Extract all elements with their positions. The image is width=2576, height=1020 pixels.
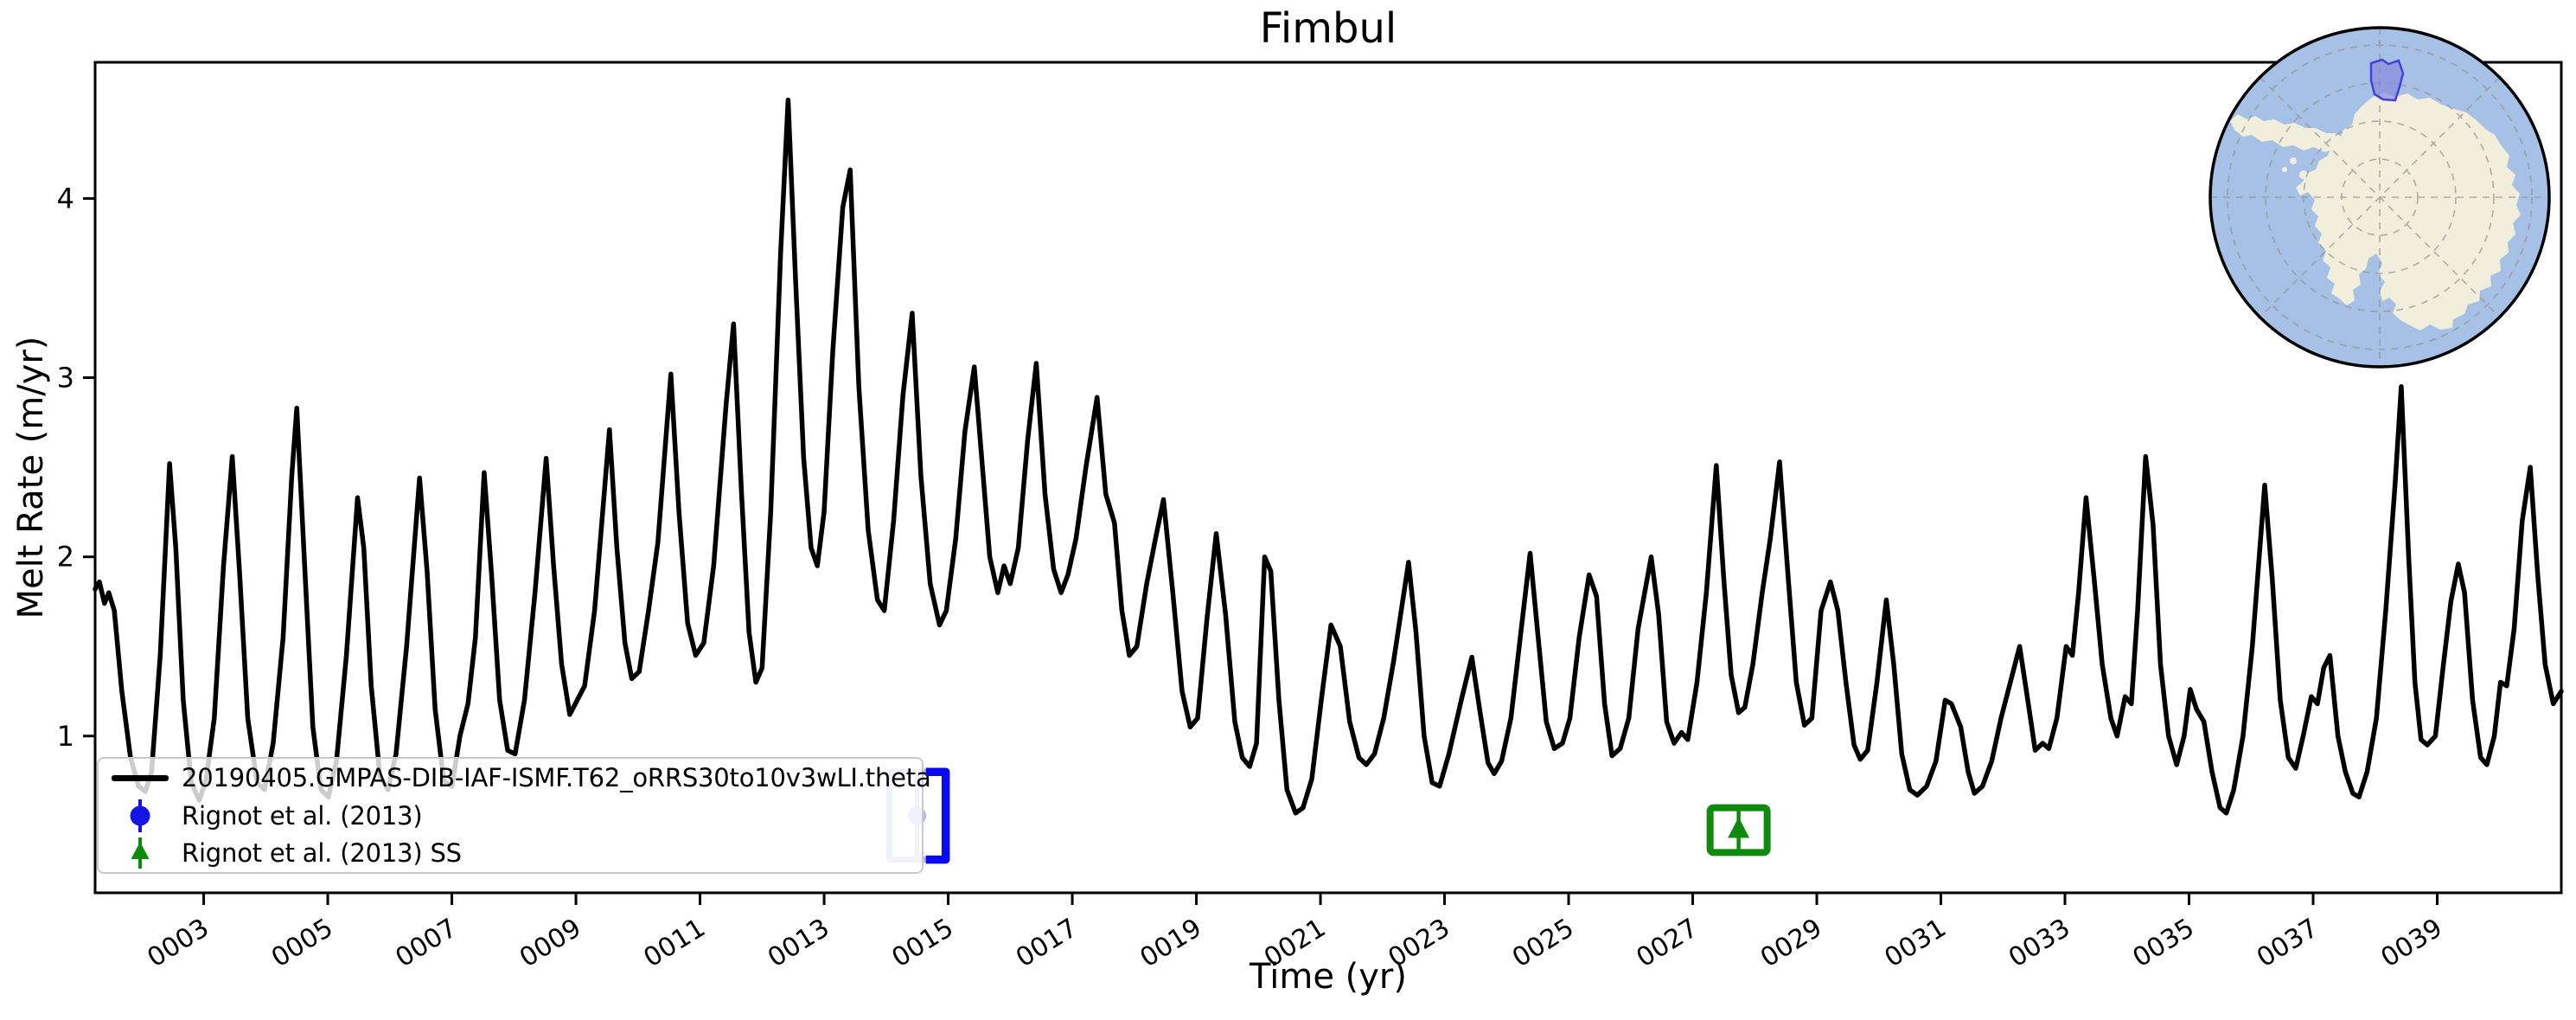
legend-item-rignot-ss: Rignot et al. (2013) SS <box>99 835 922 871</box>
island <box>2299 170 2308 179</box>
legend-label: Rignot et al. (2013) <box>182 800 423 831</box>
antarctic-peninsula <box>2230 114 2350 154</box>
island <box>2290 157 2297 164</box>
legend-label: 20190405.GMPAS-DIB-IAF-ISMF.T62_oRRS30to… <box>182 763 931 793</box>
obs-errorbar-rignot-ss <box>1706 804 1771 856</box>
errorbar-triangle-icon <box>99 835 182 871</box>
legend: 20190405.GMPAS-DIB-IAF-ISMF.T62_oRRS30to… <box>97 757 931 874</box>
triangle-marker <box>1728 817 1750 838</box>
y-tick-label: 4 <box>57 182 74 215</box>
y-tick-label: 1 <box>57 720 74 753</box>
line-swatch-icon <box>99 774 182 781</box>
region-highlight-fimbul <box>2369 58 2405 102</box>
obs-errorbar-bracket-rignot <box>925 767 950 864</box>
island <box>2282 167 2287 172</box>
x-axis-label: Time (yr) <box>1250 957 1407 997</box>
antarctica-inset-map <box>2208 26 2551 369</box>
page-title: Fimbul <box>1259 4 1397 53</box>
antarctica-landmass <box>2296 93 2521 330</box>
y-tick-label: 2 <box>57 541 74 574</box>
y-axis-label: Melt Rate (m/yr) <box>11 336 51 619</box>
map-border <box>2208 26 2551 369</box>
y-tick-label: 3 <box>57 362 74 395</box>
melt-rate-line <box>93 97 2564 816</box>
legend-item-model: 20190405.GMPAS-DIB-IAF-ISMF.T62_oRRS30to… <box>99 760 931 796</box>
legend-label: Rignot et al. (2013) SS <box>182 837 462 868</box>
legend-item-rignot: Rignot et al. (2013) <box>99 798 922 834</box>
plot-border <box>93 61 2563 895</box>
errorbar-circle-icon <box>99 798 182 834</box>
